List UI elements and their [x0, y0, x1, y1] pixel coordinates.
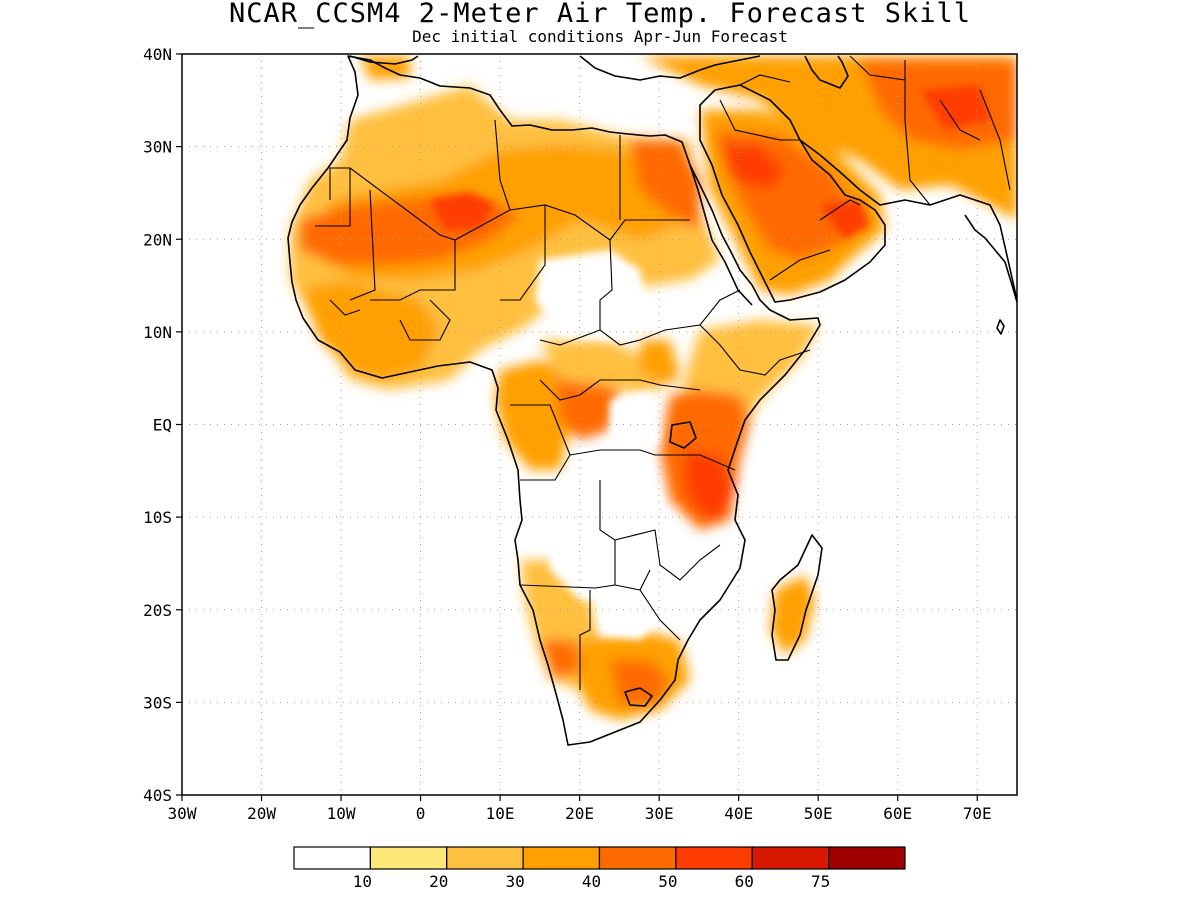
skill-region-congo-north [555, 370, 620, 440]
colorbar-swatch [751, 846, 830, 870]
lake-victoria [669, 421, 697, 449]
colorbar-label: 60 [735, 872, 754, 891]
country-borders [315, 55, 1011, 690]
skill-region-egypt [630, 140, 700, 230]
low-skill-central [610, 390, 660, 460]
lat-label: 40S [143, 786, 172, 805]
madagascar-coastline [771, 534, 823, 661]
iberia-coast [349, 55, 419, 65]
lat-label: 10S [143, 508, 172, 527]
colorbar-label: 20 [429, 872, 448, 891]
low-skill-botswana [600, 585, 660, 640]
sri-lanka-coast [996, 319, 1005, 335]
longitude-axis: 30W 20W 10W 0 10E 20E 30E 40E 50E 60E 70E [168, 795, 992, 823]
caspian-coastline [804, 55, 849, 89]
colorbar-label: 75 [811, 872, 830, 891]
lon-label: 30W [168, 804, 197, 823]
skill-region-persia-core [920, 85, 990, 130]
low-skill-congo [545, 460, 660, 600]
lon-label: 20E [565, 804, 594, 823]
lat-label: 20N [143, 230, 172, 249]
lat-label: 30S [143, 693, 172, 712]
colorbar-swatch [446, 846, 524, 870]
lat-label: 40N [143, 45, 172, 64]
skill-region-gulf-core [820, 200, 870, 240]
red-sea-west-coast [689, 164, 753, 306]
skill-region-kalahari [540, 640, 580, 680]
arabia-coastline [699, 84, 886, 303]
lat-label: 20S [143, 601, 172, 620]
colorbar-swatch [522, 846, 601, 870]
lesotho-border [624, 687, 653, 707]
colorbar-swatch [828, 846, 906, 870]
india-coast [964, 214, 1017, 303]
lat-label: 10N [143, 323, 172, 342]
colorbar-swatch [598, 846, 677, 870]
colorbar-label: 50 [658, 872, 677, 891]
low-skill-sudan [535, 250, 650, 340]
latitude-axis: 40N 30N 20N 10N EQ 10S 20S 30S 40S [143, 45, 182, 805]
colorbar-label: 40 [582, 872, 601, 891]
colorbar-label: 30 [505, 872, 524, 891]
skill-region-madagascar [770, 575, 815, 655]
lon-label: 0 [416, 804, 426, 823]
skill-region-arabia-core [720, 145, 785, 190]
colorbar-swatch [293, 846, 371, 870]
colorbar-swatch [675, 846, 753, 870]
skill-region-ethiopia [640, 340, 680, 385]
skill-region-niger-core [430, 192, 495, 230]
lon-label: 30E [645, 804, 674, 823]
lon-label: 10W [327, 804, 356, 823]
lat-label: 30N [143, 138, 172, 157]
map-title: NCAR_CCSM4 2-Meter Air Temp. Forecast Sk… [229, 0, 971, 29]
lon-label: 10E [486, 804, 515, 823]
lon-label: 20W [247, 804, 276, 823]
colorbar: 10 20 30 40 50 60 75 [293, 846, 906, 891]
lon-label: 40E [724, 804, 753, 823]
europe-coast [579, 55, 761, 81]
lon-label: 50E [804, 804, 833, 823]
lon-label: 60E [883, 804, 912, 823]
persian-gulf-coastline [799, 139, 1017, 301]
lat-label: EQ [153, 416, 172, 435]
skill-region-tanzania [685, 450, 735, 520]
lon-label: 70E [963, 804, 992, 823]
africa-coastline [287, 55, 821, 746]
colorbar-label: 10 [353, 872, 372, 891]
map-subtitle: Dec initial conditions Apr-Jun Forecast [412, 27, 788, 46]
coastlines [287, 55, 1017, 746]
colorbar-swatch [369, 846, 448, 870]
